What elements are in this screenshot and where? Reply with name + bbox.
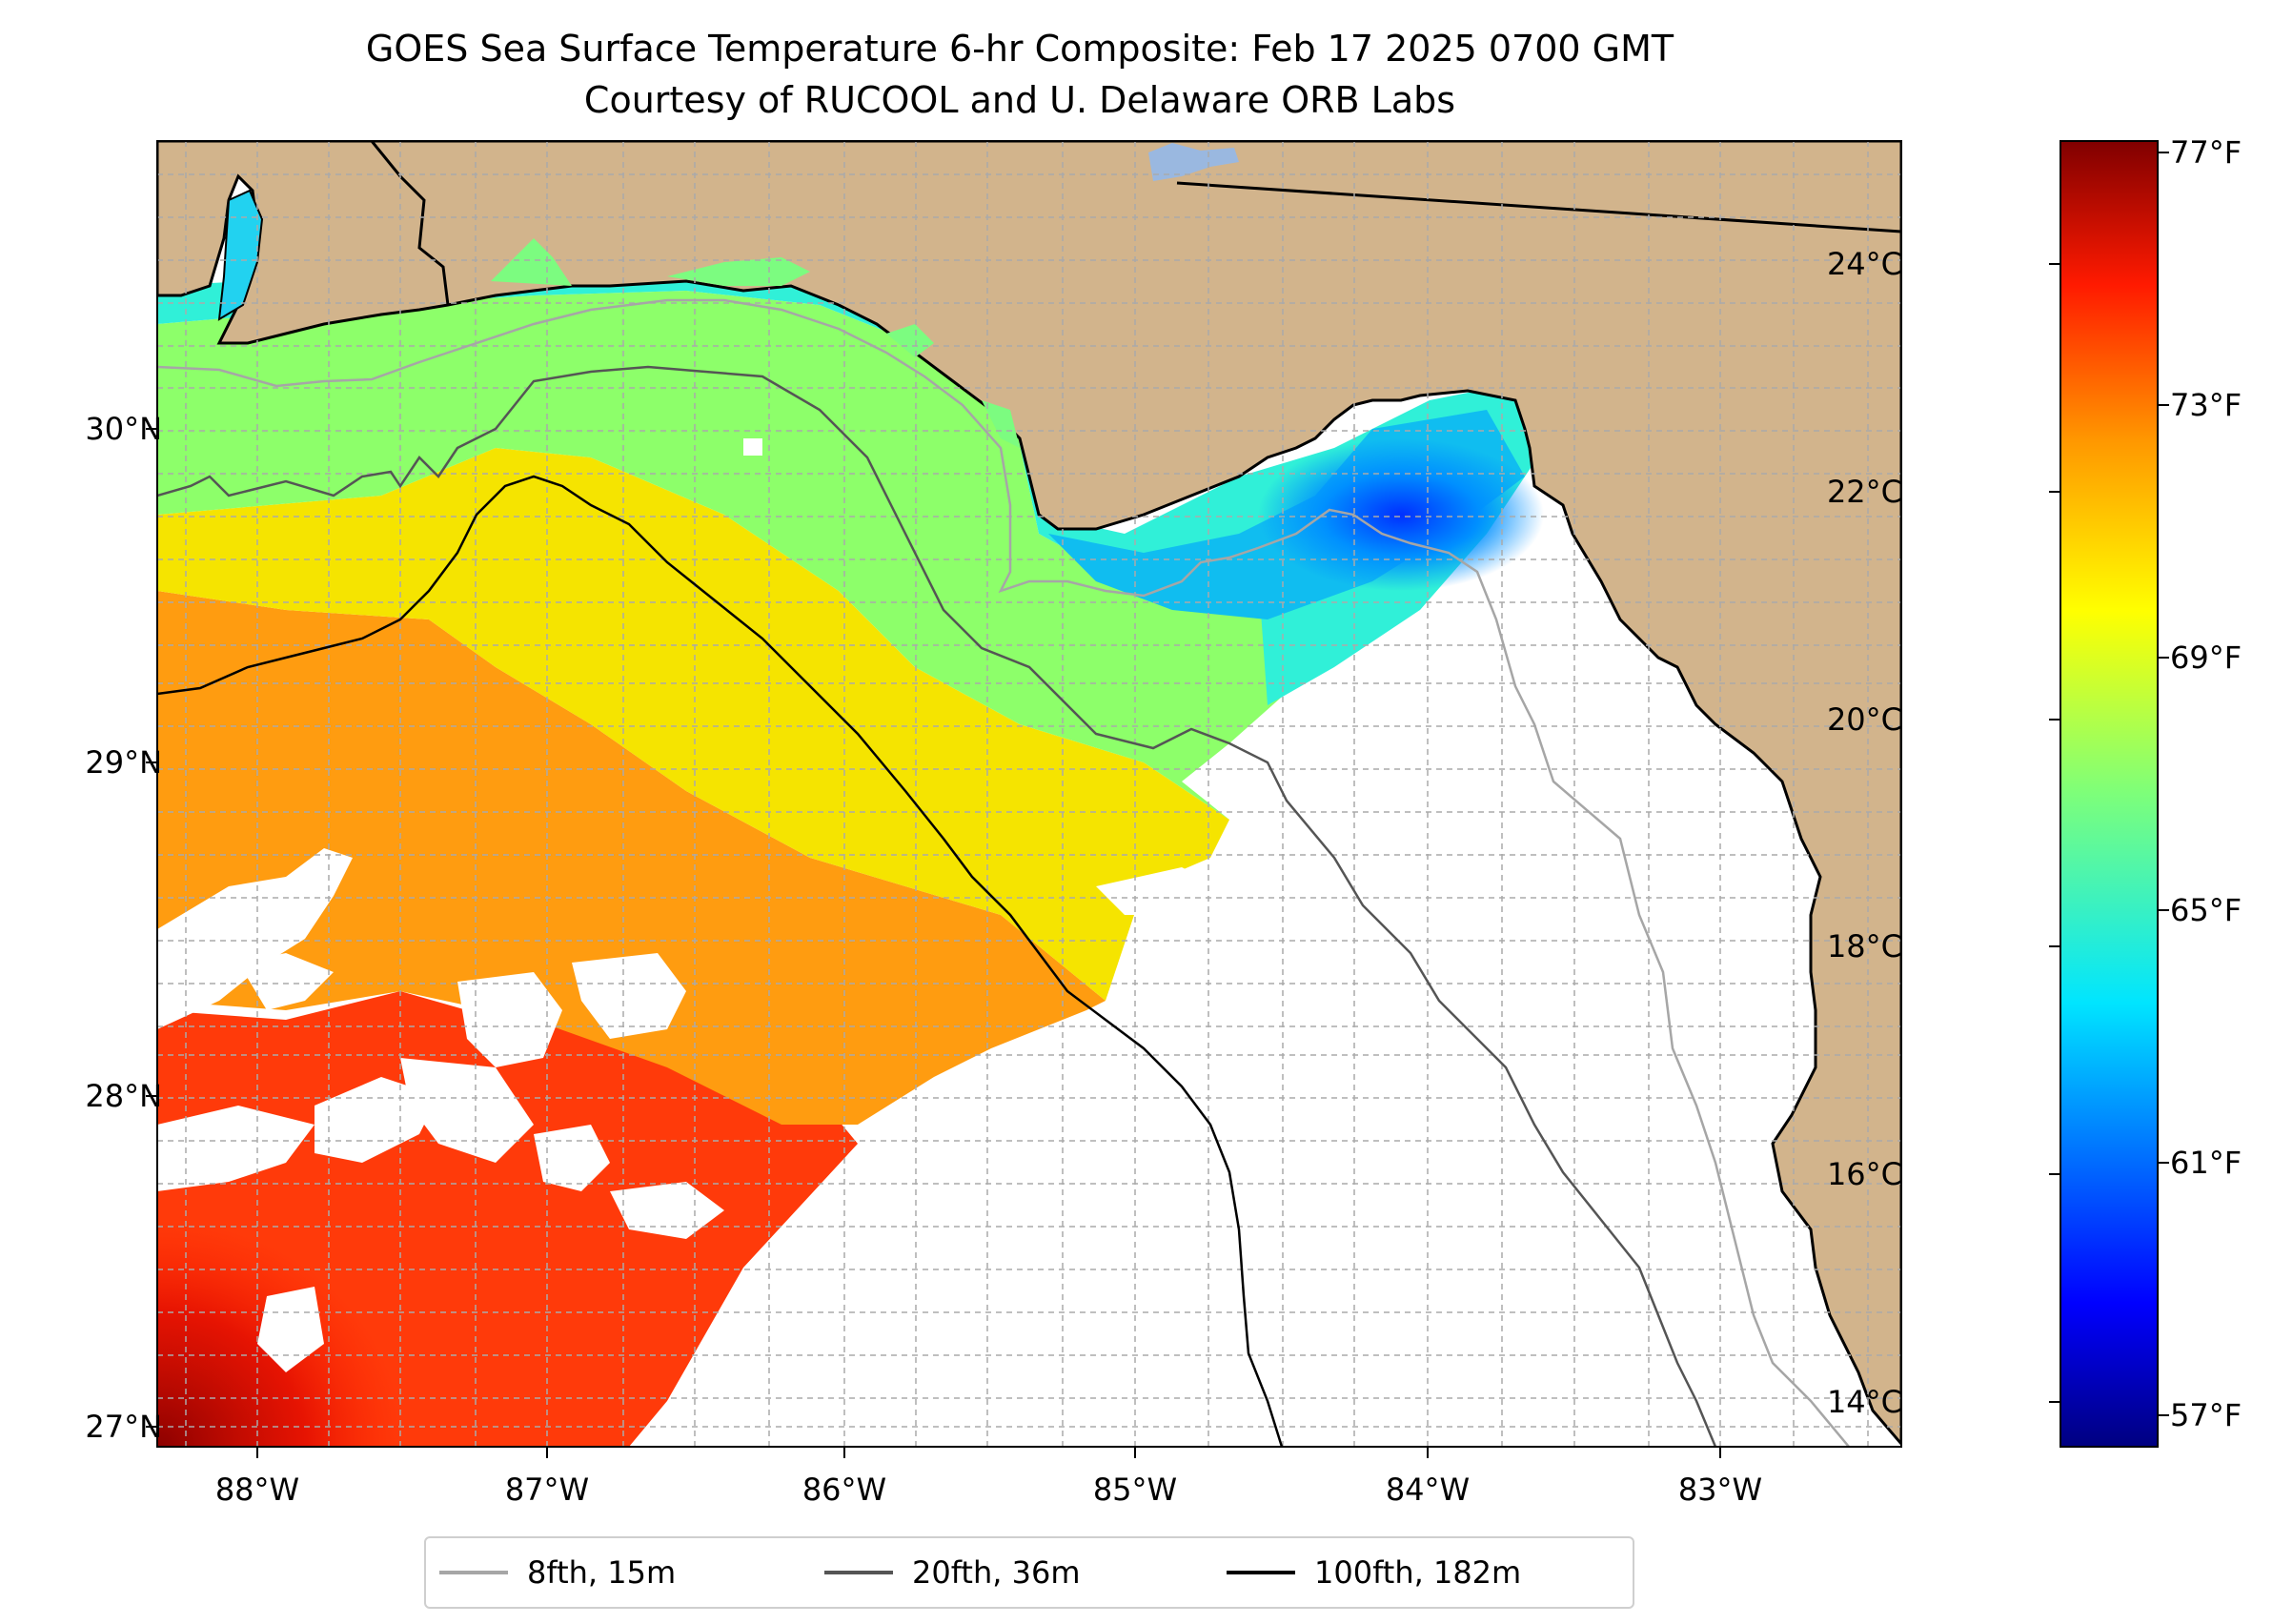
lat-label-27n: 27°N	[85, 1409, 162, 1445]
land	[157, 141, 1901, 1447]
lat-label-28n: 28°N	[85, 1078, 162, 1114]
lake	[1148, 143, 1239, 181]
coastal-fringe	[491, 238, 1020, 448]
legend-item-100fth: 100fth, 182m	[1227, 1538, 1521, 1607]
legend-label: 20fth, 36m	[912, 1554, 1081, 1591]
gridlines	[157, 141, 1901, 1447]
colorbar-fahrenheit-label: 69°F	[2170, 639, 2242, 676]
cloud-gaps	[157, 438, 1220, 1372]
lat-label-29n: 29°N	[85, 744, 162, 781]
state-border	[370, 141, 1901, 306]
colorbar-celsius-label: 20°C	[1826, 701, 1902, 738]
legend-item-20fth: 20fth, 36m	[824, 1538, 1080, 1607]
colorbar-celsius-label: 14°C	[1826, 1384, 1902, 1420]
map-title: GOES Sea Surface Temperature 6-hr Compos…	[365, 28, 1674, 70]
lon-label-83w: 83°W	[1677, 1472, 1763, 1508]
lon-label-87w: 87°W	[504, 1472, 590, 1508]
colorbar-celsius-label: 18°C	[1826, 928, 1902, 964]
sst-orange-zone	[157, 591, 1106, 1125]
map-subtitle: Courtesy of RUCOOL and U. Delaware ORB L…	[583, 79, 1456, 121]
contour-20fth-36m	[157, 365, 1717, 1447]
colorbar-celsius-label: 24°C	[1826, 246, 1902, 282]
lon-label-88w: 88°W	[214, 1472, 300, 1508]
lon-label-86w: 86°W	[802, 1472, 887, 1508]
bay-water	[217, 189, 264, 321]
contour-8fth-15m	[157, 298, 1850, 1447]
colorbar-fahrenheit-label: 73°F	[2170, 387, 2242, 423]
colorbar-fahrenheit-label: 61°F	[2170, 1145, 2242, 1181]
colorbar-ticks	[2049, 152, 2169, 1416]
axis-ticks	[146, 428, 1721, 1458]
contour-legend: 8fth, 15m 20fth, 36m 100fth, 182m	[424, 1536, 1634, 1609]
colorbar-celsius-label: 16°C	[1826, 1156, 1902, 1192]
legend-item-8fth: 8fth, 15m	[439, 1538, 676, 1607]
sst-green-zone	[157, 291, 1334, 820]
legend-label: 100fth, 182m	[1314, 1554, 1522, 1591]
colorbar-celsius-label: 22°C	[1826, 474, 1902, 510]
lon-label-85w: 85°W	[1092, 1472, 1178, 1508]
legend-swatch	[1227, 1571, 1295, 1574]
lon-label-84w: 84°W	[1385, 1472, 1471, 1508]
colorbar-fahrenheit-label: 65°F	[2170, 892, 2242, 928]
map-area	[157, 141, 1901, 1447]
lat-label-30n: 30°N	[85, 411, 162, 447]
colorbar-fahrenheit-label: 57°F	[2170, 1397, 2242, 1433]
colorbar-ramp	[2060, 140, 2159, 1448]
map-frame	[156, 140, 1902, 1448]
contour-100fth-182m	[157, 475, 1284, 1447]
sst-cold-spot	[1258, 438, 1544, 591]
legend-label: 8fth, 15m	[527, 1554, 677, 1591]
legend-swatch	[824, 1571, 893, 1574]
colorbar-fahrenheit-label: 77°F	[2170, 134, 2242, 171]
legend-swatch	[439, 1571, 508, 1574]
